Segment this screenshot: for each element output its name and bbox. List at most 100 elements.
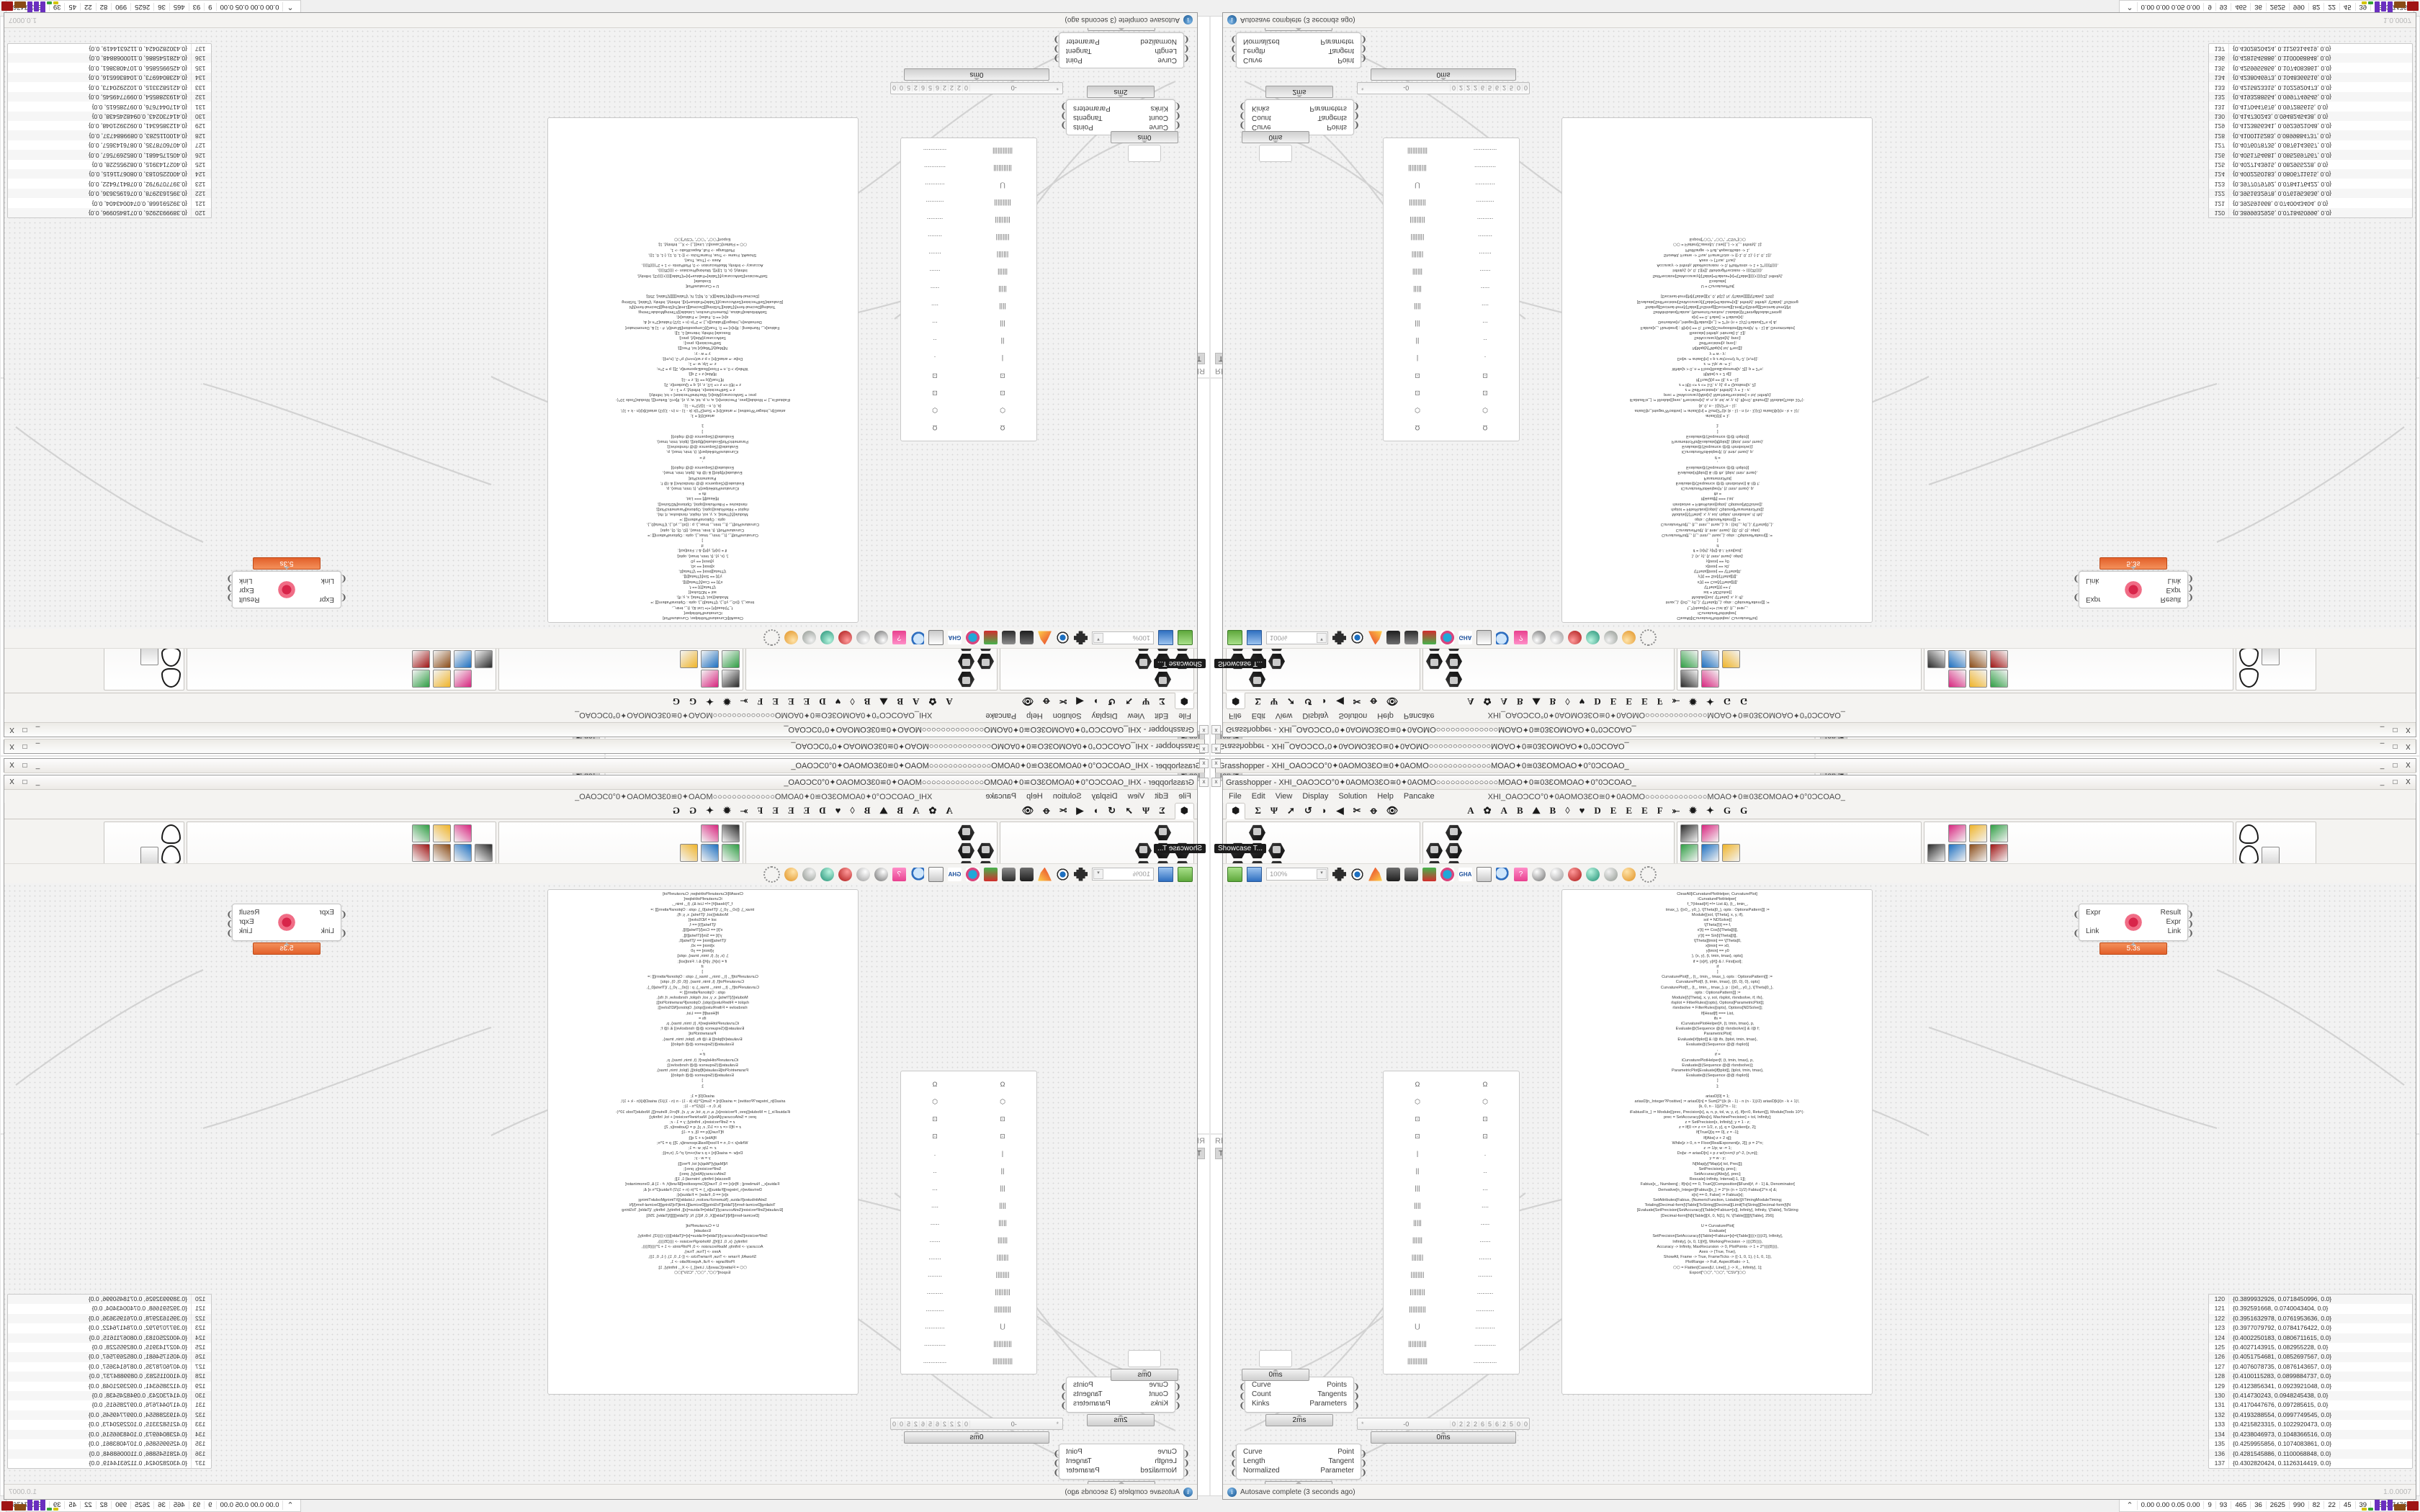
tab-plugin-e2[interactable]: E — [1626, 696, 1632, 707]
port-out-link[interactable]: Link — [239, 927, 252, 935]
input-component-icon[interactable] — [1680, 650, 1698, 668]
slider-digits[interactable]: 0 2 2 2 6 5 6 2 5 0 0 — [891, 85, 970, 92]
util-component-icon[interactable] — [454, 824, 472, 842]
fit-view-icon[interactable] — [1332, 868, 1346, 881]
port-in-normalized[interactable]: Normalized — [1140, 1467, 1177, 1475]
menu-edit[interactable]: Edit — [1155, 711, 1168, 720]
port-nub[interactable]: ❩ — [1353, 1400, 1360, 1410]
table-row[interactable]: 130 {0.414730243, 0.0948245438, 0.0} — [2209, 1391, 2412, 1400]
publish-icon[interactable] — [984, 631, 998, 645]
primitive-component-icon[interactable] — [958, 842, 974, 859]
table-row[interactable]: 122 {0.3951632978, 0.0761953636, 0.0} — [8, 1314, 211, 1323]
port-nub[interactable]: ❨ — [1183, 1467, 1190, 1477]
port-nub[interactable]: ❨ — [340, 928, 347, 938]
port-nub[interactable]: ❨ — [1239, 102, 1246, 112]
util-component-icon[interactable] — [1948, 824, 1966, 842]
port-in-normalized[interactable]: Normalized — [1140, 37, 1177, 45]
tab-plugin-bug2[interactable]: ✹ — [723, 696, 731, 707]
cluster-icon[interactable] — [1386, 631, 1400, 645]
table-row[interactable]: 121 {0.392591668, 0.0740043404, 0.0} — [8, 1304, 211, 1313]
slider-digit[interactable]: 0 — [1522, 1421, 1529, 1428]
zoom-input[interactable]: 100% ▾ — [1266, 868, 1328, 881]
util-component-icon[interactable] — [1948, 670, 1966, 688]
tab-plugin-d[interactable]: D — [819, 696, 825, 707]
minimize-icon[interactable]: _ — [33, 762, 42, 770]
port-nub[interactable]: ❩ — [1360, 53, 1367, 63]
table-row[interactable]: 128 {0.4100115283, 0.0899884737, 0.0} — [8, 1372, 211, 1381]
close-button[interactable]: X — [2403, 778, 2413, 786]
tab-plugin-e3[interactable]: E — [1641, 805, 1648, 816]
slider-digit[interactable]: 6 — [934, 85, 941, 92]
tab-plugin-heart[interactable]: ♥ — [835, 696, 841, 707]
port-out-point[interactable]: Point — [1337, 1448, 1354, 1456]
tab-transform[interactable]: ꝋ — [1371, 696, 1377, 707]
fit-view-icon[interactable] — [1332, 631, 1346, 645]
port-nub[interactable]: ❩ — [226, 909, 233, 919]
slider-digit[interactable]: 0 — [963, 1421, 970, 1428]
table-row[interactable]: 133 {0.4215823315, 0.1022920473, 0.0} — [2209, 82, 2412, 91]
slider-digit[interactable]: 2 — [1457, 85, 1464, 92]
slider-digit[interactable]: 2 — [1471, 1421, 1479, 1428]
util-component-icon[interactable] — [1948, 844, 1966, 862]
tab-intersect[interactable]: ✂ — [1353, 696, 1361, 707]
port-out-points[interactable]: Points — [1073, 1381, 1093, 1389]
menu-edit[interactable]: Edit — [1252, 711, 1265, 720]
port-in-length[interactable]: Length — [1155, 1457, 1177, 1465]
slider-digit[interactable]: 2 — [913, 1421, 920, 1428]
input-component-icon[interactable] — [1680, 670, 1698, 688]
main-close-icon[interactable]: x — [1211, 778, 1221, 787]
sync-icon[interactable] — [1440, 631, 1454, 645]
slider-digit[interactable]: 2 — [949, 1421, 956, 1428]
tab-plugin-heart[interactable]: ♥ — [835, 805, 841, 816]
menu-pancake[interactable]: Pancake — [1404, 792, 1435, 801]
port-in-curve[interactable]: Curve — [1252, 123, 1271, 131]
showcase-glasses-icon[interactable] — [2239, 824, 2259, 844]
table-row[interactable]: 132 {0.4193288554, 0.0997749545, 0.0} — [8, 1410, 211, 1420]
showcase-glasses-icon[interactable] — [2239, 647, 2259, 667]
preview-eye-icon[interactable] — [1056, 868, 1070, 881]
table-row[interactable]: 120 {0.3899932926, 0.0718450996, 0.0} — [2209, 1295, 2412, 1304]
port-out-parameter[interactable]: Parameter — [1320, 37, 1354, 45]
util-component-icon[interactable] — [1990, 844, 2008, 862]
port-nub[interactable]: ❨ — [1239, 1382, 1246, 1392]
zoom-input[interactable]: 100% ▾ — [1266, 631, 1328, 644]
sphere-gray-icon[interactable] — [1604, 868, 1618, 881]
grasshopper-ghost-window[interactable]: Grasshopper - XHI_OAOƆCO°0✦0AOMO3ƐO≅0✦0A… — [4, 758, 1205, 773]
port-nub[interactable]: ❩ — [1060, 1382, 1067, 1392]
gha-icon[interactable]: GHA — [948, 631, 962, 645]
table-row[interactable]: 135 {0.4259955856, 0.1074083861, 0.0} — [2209, 1439, 2412, 1449]
sphere-orange-icon[interactable] — [1622, 631, 1636, 645]
sphere-green-icon[interactable] — [1586, 631, 1600, 645]
table-row[interactable]: 137 {0.4302820424, 0.1126314419, 0.0} — [2209, 1459, 2412, 1468]
zoom-input[interactable]: 100% ▾ — [1092, 868, 1154, 881]
tab-plugin-mountain[interactable]: ⛰ — [879, 805, 887, 816]
tab-intersect[interactable]: ✂ — [1353, 805, 1361, 816]
port-out-expr[interactable]: Expr — [239, 918, 254, 926]
mesh-preview-icon[interactable] — [856, 868, 870, 881]
port-nub[interactable]: ❩ — [1053, 44, 1060, 54]
ribbon-icon-column[interactable] — [139, 647, 160, 688]
ghost-close-icon[interactable]: x — [1199, 759, 1209, 768]
data-table[interactable]: 120 {0.3899932926, 0.0718450996, 0.0} 121… — [7, 1294, 212, 1469]
slider-digit[interactable]: 0 — [891, 85, 898, 92]
node-evaluate-length[interactable]: Curve Point Length Tangent Normalized Param… — [1236, 1444, 1361, 1480]
render-preview-icon[interactable] — [838, 631, 852, 645]
tab-transform[interactable]: ꝋ — [1043, 805, 1049, 816]
main-close-icon[interactable]: x — [1199, 778, 1209, 787]
port-out-points[interactable]: Points — [1327, 1381, 1347, 1389]
geometry-component-icon[interactable] — [1135, 842, 1152, 859]
ghost-close-icon[interactable]: x — [1211, 744, 1221, 753]
showcase-presentation-icon[interactable] — [140, 647, 158, 665]
node-evaluate-length[interactable]: Curve Point Length Tangent Normalized Param… — [1059, 1444, 1184, 1480]
table-row[interactable]: 120 {0.3899932926, 0.0718450996, 0.0} — [8, 208, 211, 217]
zoom-input[interactable]: 100% ▾ — [1092, 631, 1154, 644]
showcase-glasses-icon[interactable] — [161, 647, 181, 667]
table-row[interactable]: 123 {0.3977079792, 0.0784176422, 0.0} — [8, 1323, 211, 1333]
search-icon[interactable] — [1496, 868, 1510, 881]
port-in-curve[interactable]: Curve — [1243, 56, 1263, 64]
table-row[interactable]: 137 {0.4302820424, 0.1126314419, 0.0} — [8, 1459, 211, 1468]
table-row[interactable]: 123 {0.3977079792, 0.0784176422, 0.0} — [2209, 1323, 2412, 1333]
tab-plugin-a1[interactable]: A — [946, 805, 952, 816]
primitive-component-icon[interactable] — [958, 653, 974, 670]
tab-plugin-gem[interactable]: ◊ — [1565, 805, 1569, 816]
